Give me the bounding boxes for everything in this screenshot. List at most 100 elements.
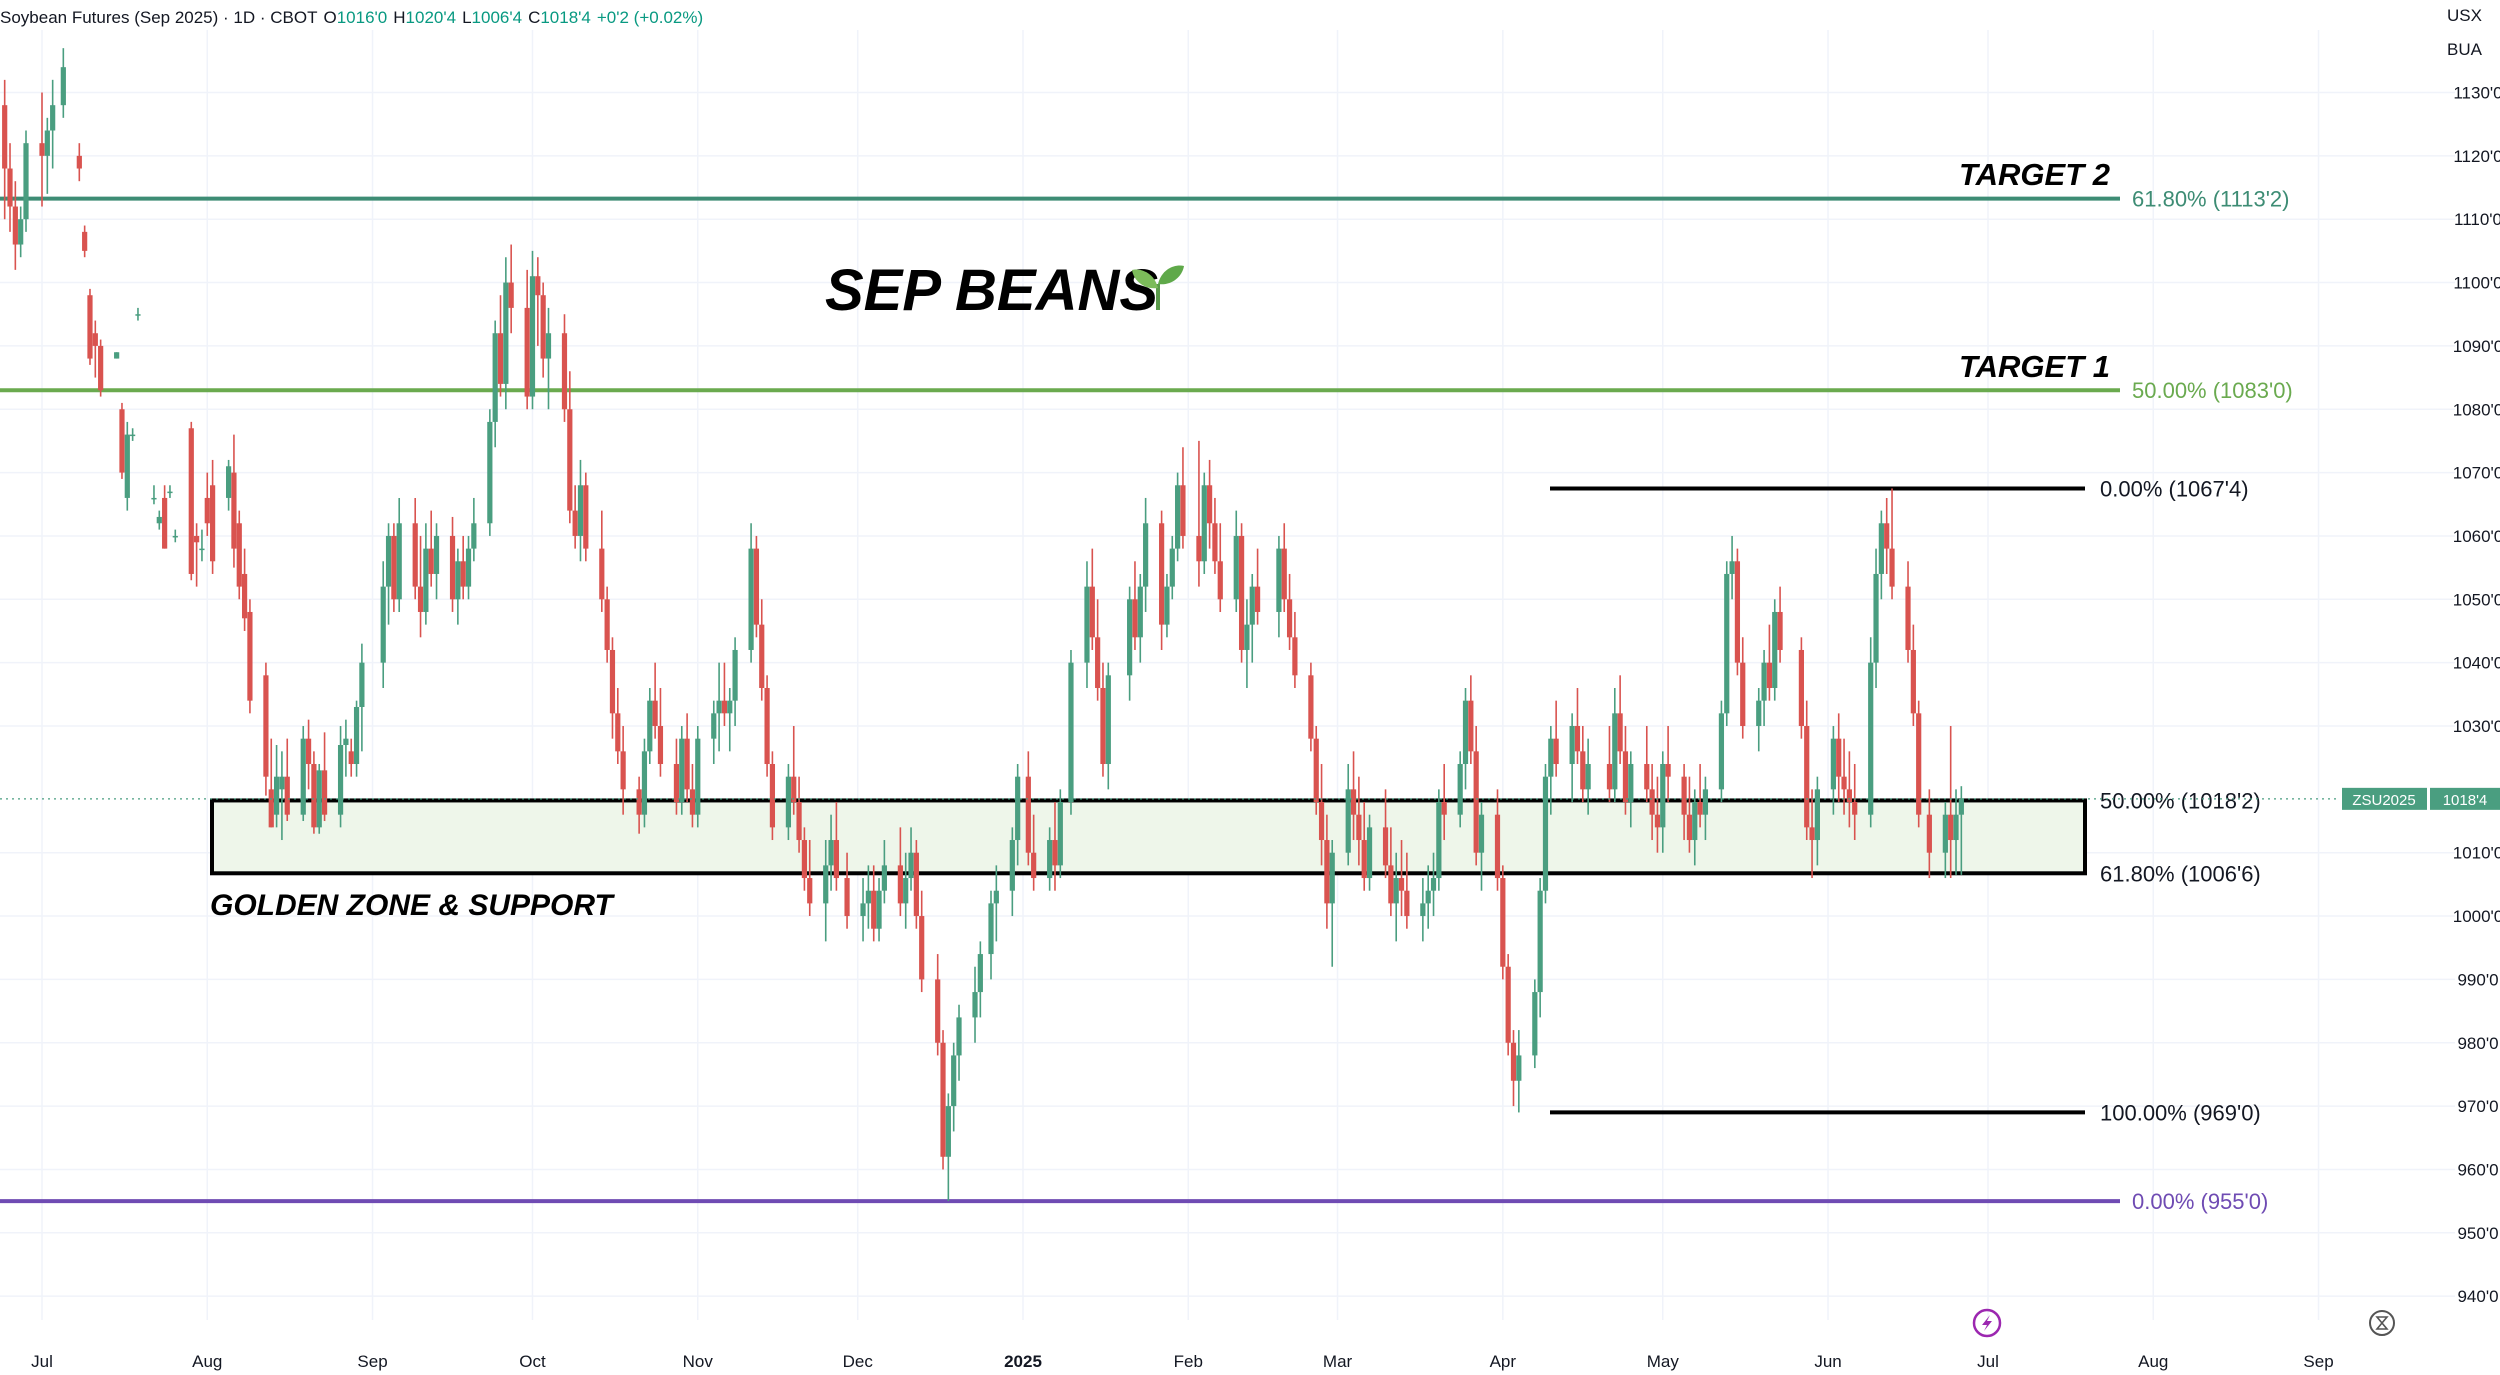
candle (1425, 865, 1431, 929)
symbol-title[interactable]: Soybean Futures (Sep 2025) · 1D · CBOT (0, 8, 318, 27)
candle (897, 827, 903, 917)
y-tick-label: 1110'0 (2454, 210, 2500, 229)
candle (1132, 561, 1138, 650)
candle (1238, 523, 1245, 663)
x-tick-label: Mar (1323, 1352, 1353, 1371)
close-label: C (528, 8, 541, 27)
candle (1276, 535, 1282, 638)
candle (828, 814, 834, 891)
candle (1649, 764, 1655, 841)
candle (1393, 852, 1399, 942)
candle (1286, 573, 1293, 650)
candle (1878, 510, 1884, 600)
golden-zone-box[interactable] (210, 798, 2087, 876)
candle (1009, 827, 1015, 917)
currency-label[interactable]: USX (2447, 6, 2482, 25)
x-tick-label: Feb (1174, 1352, 1203, 1371)
candle (865, 865, 871, 929)
golden-zone (210, 798, 2087, 876)
candle (1350, 751, 1357, 841)
change-value: +0'2 (+0.02%) (596, 8, 704, 27)
candle (1681, 764, 1687, 841)
candle (604, 586, 610, 663)
candle (1889, 488, 1895, 600)
candle (1654, 776, 1661, 853)
candle (561, 314, 568, 422)
fib-levels: 61.80% (1113'2) 50.00% (1083'0) 0.00% (955… (0, 187, 2293, 1214)
zone-label: GOLDEN ZONE & SUPPORT (210, 889, 615, 922)
candle (353, 700, 360, 777)
candle (465, 535, 472, 600)
candle (988, 890, 994, 980)
candle (641, 738, 648, 828)
candle (1926, 789, 1932, 879)
candle (433, 523, 440, 600)
candle (1404, 852, 1410, 929)
candle (194, 523, 200, 587)
candle (1718, 700, 1725, 803)
unit-label[interactable]: BUA (2447, 40, 2482, 59)
candle (1095, 599, 1101, 701)
candle (599, 510, 605, 612)
candle (1015, 764, 1021, 866)
candle (1500, 865, 1506, 980)
level-label-low: 0.00% (955'0) (2132, 1189, 2268, 1214)
candle (572, 485, 578, 549)
candle (796, 776, 802, 853)
candle (1697, 764, 1703, 828)
candle (1068, 649, 1074, 815)
candle (1233, 510, 1239, 612)
candle (82, 225, 88, 258)
price-tag: ZSU2025 1018'4 (0, 787, 2500, 810)
timer-icon[interactable] (2369, 1310, 2395, 1336)
candle (1852, 764, 1858, 841)
candle (1548, 726, 1554, 815)
candle (801, 827, 808, 891)
candle (977, 941, 983, 1018)
y-tick-label: 1010'0 (2453, 844, 2500, 863)
candle (449, 516, 456, 612)
short-fib-label: 50.00% (1018'2) (2100, 788, 2261, 813)
candle (753, 535, 760, 638)
candle (716, 662, 722, 752)
candle (1761, 649, 1767, 726)
candle (1388, 827, 1394, 917)
candle (711, 700, 717, 765)
candle (945, 1093, 951, 1202)
candle (807, 840, 813, 917)
candle (162, 485, 168, 549)
candle (1468, 675, 1474, 765)
y-tick-label: 950'0 (2457, 1224, 2498, 1243)
candle (673, 738, 680, 815)
candle (23, 130, 29, 232)
candle (1665, 726, 1671, 803)
candle (785, 764, 792, 841)
candle (487, 409, 493, 536)
candle (1505, 954, 1511, 1056)
candle (380, 561, 386, 688)
candle (1244, 599, 1250, 688)
candle (268, 738, 274, 828)
candle (583, 472, 589, 562)
lightning-icon[interactable] (1972, 1308, 2002, 1338)
candle (791, 726, 797, 815)
y-tick-label: 1080'0 (2453, 400, 2500, 419)
target2-label: TARGET 2 (1959, 157, 2110, 192)
x-tick-label: Jun (1814, 1352, 1841, 1371)
x-tick-label: Dec (843, 1352, 874, 1371)
target1-label: TARGET 1 (1959, 349, 2110, 384)
candle (1382, 789, 1389, 879)
candle (1537, 878, 1543, 1018)
candle (748, 523, 754, 663)
candle (92, 320, 98, 378)
candle (98, 339, 104, 397)
high-value: 1020'4 (405, 8, 457, 27)
candle (391, 523, 397, 612)
candle (652, 662, 658, 739)
candle (940, 1030, 946, 1170)
candle (204, 472, 210, 536)
candle (1398, 840, 1405, 917)
sprout-icon (1132, 265, 1184, 310)
candle (396, 497, 402, 612)
